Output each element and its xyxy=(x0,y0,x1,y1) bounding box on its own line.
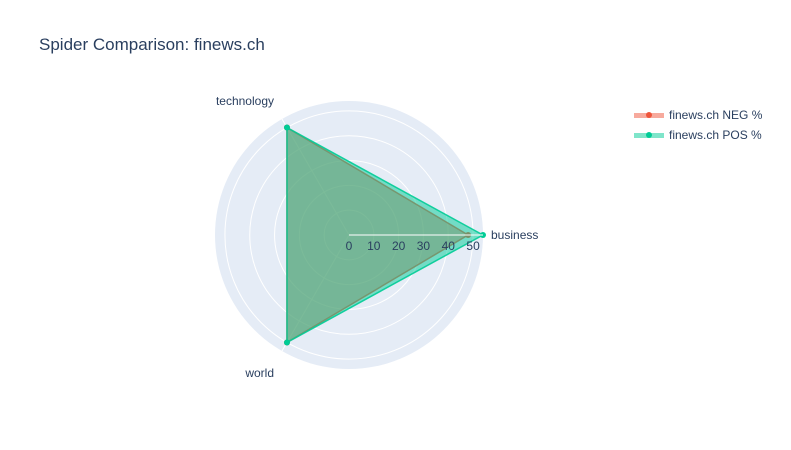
radial-tick-label: 50 xyxy=(466,239,480,253)
radial-tick-label: 10 xyxy=(367,239,381,253)
category-label-world: world xyxy=(244,366,274,380)
legend-label: finews.ch NEG % xyxy=(669,108,763,122)
radial-tick-label: 40 xyxy=(442,239,456,253)
polar-area: 0 10 20 30 40 50 business technology world xyxy=(215,94,538,380)
data-point-technology xyxy=(283,124,290,131)
category-label-business: business xyxy=(491,228,538,242)
radial-tick-label: 30 xyxy=(417,239,431,253)
legend: finews.ch NEG % finews.ch POS % xyxy=(634,108,763,142)
chart-title: Spider Comparison: finews.ch xyxy=(39,35,265,54)
legend-item[interactable]: finews.ch POS % xyxy=(634,128,762,142)
radial-tick-label: 0 xyxy=(346,239,353,253)
legend-label: finews.ch POS % xyxy=(669,128,762,142)
category-label-technology: technology xyxy=(216,94,274,108)
legend-marker xyxy=(646,132,652,138)
radial-tick-label: 20 xyxy=(392,239,406,253)
data-point-world xyxy=(283,339,290,346)
legend-marker xyxy=(646,112,652,118)
legend-item[interactable]: finews.ch NEG % xyxy=(634,108,763,122)
